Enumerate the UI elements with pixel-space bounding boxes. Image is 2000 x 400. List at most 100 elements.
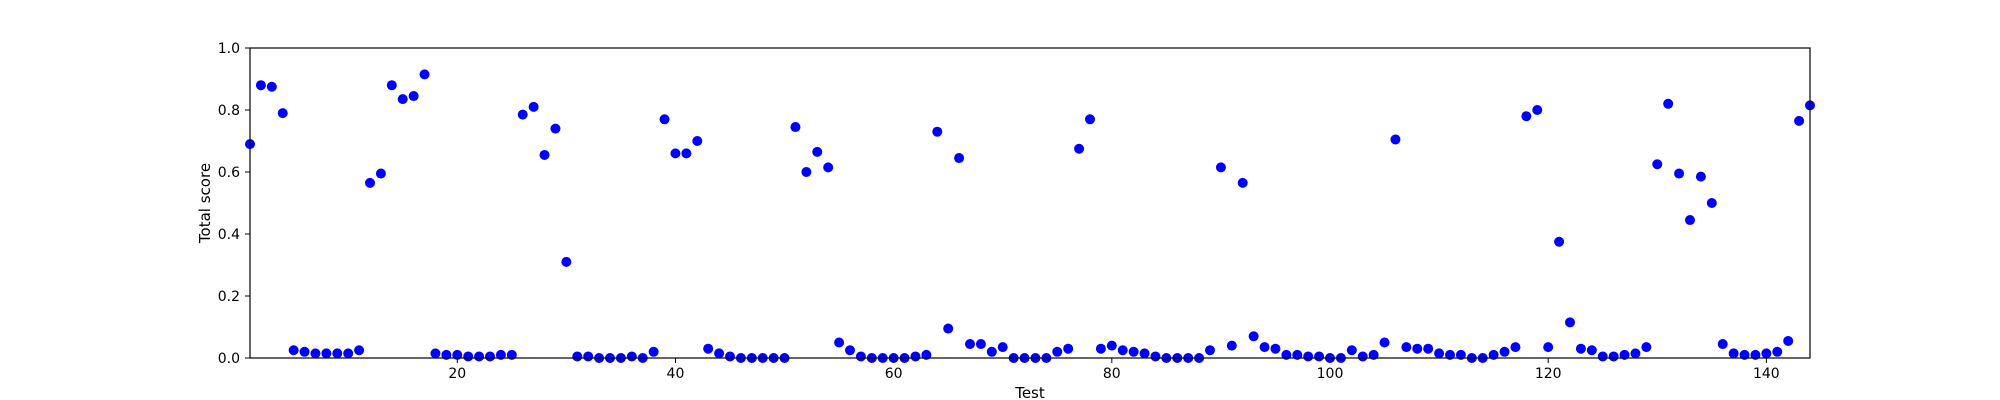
data-point xyxy=(1783,335,1794,346)
data-point xyxy=(1586,345,1597,356)
data-points xyxy=(245,69,1815,363)
data-point xyxy=(855,351,866,362)
data-point xyxy=(299,346,310,357)
data-point xyxy=(1565,317,1575,328)
data-point xyxy=(1695,171,1706,182)
data-point xyxy=(1652,159,1663,170)
data-point xyxy=(1085,114,1095,125)
data-point xyxy=(975,339,986,350)
y-tick-label: 0.4 xyxy=(218,227,240,243)
data-point xyxy=(1237,177,1248,188)
data-point xyxy=(1379,337,1390,348)
data-point xyxy=(659,114,670,125)
data-point xyxy=(310,348,321,359)
data-point xyxy=(1226,340,1237,351)
data-point xyxy=(1052,346,1063,357)
data-point xyxy=(790,122,801,133)
data-point xyxy=(1139,348,1150,359)
data-point xyxy=(725,351,735,362)
data-point xyxy=(1434,348,1445,359)
data-point xyxy=(910,351,921,362)
y-axis-ticks: 0.0 0.2 0.4 0.6 0.8 1.0 xyxy=(218,41,250,367)
data-point xyxy=(1674,168,1685,179)
data-point xyxy=(1412,343,1423,354)
data-point xyxy=(986,346,997,357)
data-point xyxy=(1794,115,1805,126)
data-point xyxy=(365,177,375,188)
data-point xyxy=(1532,105,1543,115)
data-point xyxy=(801,167,812,177)
data-point xyxy=(1401,342,1412,353)
data-point xyxy=(703,343,714,354)
data-point xyxy=(1303,351,1314,362)
data-point xyxy=(1663,98,1674,109)
x-tick-label: 60 xyxy=(885,366,903,382)
data-point xyxy=(1346,345,1357,356)
data-point xyxy=(932,126,943,137)
data-point xyxy=(648,346,659,357)
data-point xyxy=(1063,343,1074,354)
data-point xyxy=(419,69,430,80)
data-point xyxy=(1608,351,1619,362)
data-point xyxy=(681,148,692,159)
data-point xyxy=(408,91,419,102)
data-point xyxy=(266,81,277,92)
data-point xyxy=(332,348,343,359)
data-point xyxy=(550,123,561,134)
x-tick-label: 40 xyxy=(667,366,685,382)
data-point xyxy=(626,351,637,362)
data-point xyxy=(692,136,703,146)
data-point xyxy=(1270,343,1281,354)
data-point xyxy=(670,148,681,159)
data-point xyxy=(1510,342,1521,353)
data-point xyxy=(1761,348,1772,359)
data-point xyxy=(1630,348,1641,359)
data-point xyxy=(1554,236,1565,247)
data-point xyxy=(1575,343,1586,354)
data-point xyxy=(1357,351,1368,362)
x-tick-label: 120 xyxy=(1535,366,1562,382)
data-point xyxy=(812,146,823,157)
data-point xyxy=(1095,343,1106,354)
data-point xyxy=(255,80,266,91)
y-tick-label: 0.6 xyxy=(218,165,240,181)
y-tick-label: 0.8 xyxy=(218,103,240,119)
data-point xyxy=(288,345,299,356)
data-point xyxy=(572,351,583,362)
data-point xyxy=(1215,162,1226,173)
data-point xyxy=(1314,351,1325,362)
data-point xyxy=(1248,331,1259,342)
data-point xyxy=(539,149,550,160)
y-axis-label: Total score xyxy=(196,163,214,244)
data-point xyxy=(965,339,975,350)
data-point xyxy=(561,256,572,267)
plot-area-frame xyxy=(249,47,1811,359)
data-point xyxy=(583,351,594,362)
x-tick-label: 100 xyxy=(1317,366,1344,382)
data-point xyxy=(1543,342,1554,353)
data-point xyxy=(1128,346,1139,357)
data-point xyxy=(1597,351,1608,362)
data-point xyxy=(277,108,288,119)
data-point xyxy=(517,109,528,120)
data-point xyxy=(354,345,365,356)
data-point xyxy=(954,153,965,164)
data-point xyxy=(397,94,408,105)
y-tick-label: 1.0 xyxy=(218,41,240,57)
data-point xyxy=(375,168,386,179)
data-point xyxy=(386,80,397,91)
data-point xyxy=(1772,346,1783,357)
x-tick-label: 20 xyxy=(448,366,466,382)
data-point xyxy=(463,351,474,362)
data-point xyxy=(485,351,495,362)
data-point xyxy=(943,323,954,334)
data-point xyxy=(1499,346,1510,357)
y-tick-label: 0.0 xyxy=(218,351,240,367)
data-point xyxy=(823,162,834,173)
data-point xyxy=(1106,340,1117,351)
data-point xyxy=(1728,348,1739,359)
x-tick-label: 140 xyxy=(1753,366,1780,382)
data-point xyxy=(430,348,441,359)
